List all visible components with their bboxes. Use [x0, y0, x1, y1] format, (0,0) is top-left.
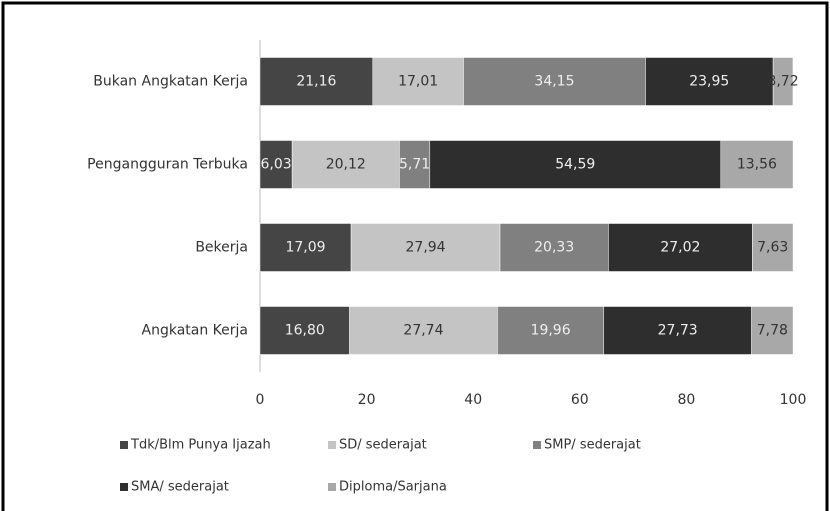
data-label: 27,73 [658, 323, 698, 339]
data-label: 7,78 [757, 323, 788, 339]
data-label: 6,03 [260, 157, 291, 173]
data-label: 21,16 [296, 74, 336, 90]
bar-segment [603, 306, 752, 355]
legend-label: Diploma/Sarjana [339, 480, 447, 495]
data-label: 17,01 [398, 74, 438, 90]
legend-label: SMP/ sederajat [544, 438, 641, 453]
bar-segment [497, 306, 605, 355]
legend-swatch [120, 441, 128, 449]
bar-segment [259, 306, 350, 355]
data-label: 17,09 [285, 240, 325, 256]
data-label: 20,33 [534, 240, 574, 256]
data-label: 16,80 [285, 323, 325, 339]
data-label: 5,71 [399, 157, 430, 173]
bar-segment [772, 57, 794, 106]
bar-segment [645, 57, 774, 106]
legend-label: SMA/ sederajat [131, 480, 229, 495]
data-label: 23,95 [689, 74, 729, 90]
data-label: 54,59 [555, 157, 595, 173]
bar-segment [399, 140, 431, 189]
x-tick-label: 60 [571, 392, 589, 408]
bar-segment [608, 223, 753, 272]
legend-swatch [328, 483, 336, 491]
legend-label: Tdk/Blm Punya Ijazah [130, 438, 271, 453]
bar-segment [350, 223, 501, 272]
data-label: 3,72 [767, 74, 798, 90]
legend-swatch [328, 441, 336, 449]
data-label: 7,63 [757, 240, 788, 256]
data-label: 34,15 [534, 74, 574, 90]
y-tick-label: Bekerja [195, 240, 248, 256]
legend-swatch [120, 483, 128, 491]
x-tick-label: 0 [256, 392, 265, 408]
y-tick-label: Pengangguran Terbuka [87, 157, 248, 173]
bar-segment [751, 306, 794, 355]
data-label: 20,12 [326, 157, 366, 173]
y-tick-label: Bukan Angkatan Kerja [93, 74, 248, 90]
bar-segment [720, 140, 794, 189]
data-label: 27,02 [660, 240, 700, 256]
data-label: 27,74 [403, 323, 443, 339]
bar-segment [752, 223, 794, 272]
bar-segment [291, 140, 400, 189]
y-tick-label: Angkatan Kerja [142, 323, 249, 339]
bar-segment [259, 57, 374, 106]
bar-segment [372, 57, 464, 106]
legend-swatch [533, 441, 541, 449]
data-label: 27,94 [406, 240, 446, 256]
x-tick-label: 40 [464, 392, 482, 408]
data-label: 13,56 [737, 157, 777, 173]
bar-segment [349, 306, 498, 355]
legend-label: SD/ sederajat [339, 438, 427, 453]
x-tick-label: 100 [780, 392, 807, 408]
bar-segment [429, 140, 722, 189]
bar-segment [463, 57, 646, 106]
data-label: 19,96 [531, 323, 571, 339]
bar-segment [499, 223, 609, 272]
x-tick-label: 20 [358, 392, 376, 408]
x-tick-label: 80 [677, 392, 695, 408]
